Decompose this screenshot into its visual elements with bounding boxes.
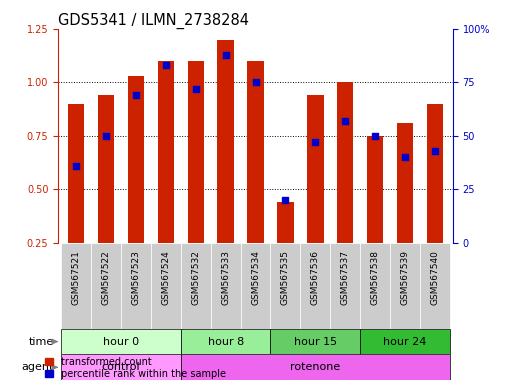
Point xyxy=(311,139,319,146)
Bar xyxy=(366,136,383,243)
Point xyxy=(191,86,199,92)
Text: rotenone: rotenone xyxy=(290,362,340,372)
Bar xyxy=(307,95,323,243)
Bar xyxy=(217,40,233,243)
Text: GSM567532: GSM567532 xyxy=(191,250,200,305)
Text: GSM567524: GSM567524 xyxy=(161,250,170,305)
Text: GSM567536: GSM567536 xyxy=(310,250,319,305)
Text: GSM567522: GSM567522 xyxy=(102,250,110,305)
FancyBboxPatch shape xyxy=(150,243,180,329)
Bar xyxy=(247,61,263,243)
FancyBboxPatch shape xyxy=(180,329,270,354)
FancyBboxPatch shape xyxy=(360,243,389,329)
FancyBboxPatch shape xyxy=(419,243,449,329)
Text: GSM567540: GSM567540 xyxy=(430,250,438,305)
Point xyxy=(430,148,438,154)
Text: hour 0: hour 0 xyxy=(103,337,139,347)
Bar xyxy=(426,104,442,243)
Text: GSM567539: GSM567539 xyxy=(400,250,409,305)
FancyBboxPatch shape xyxy=(121,243,150,329)
Text: hour 8: hour 8 xyxy=(207,337,243,347)
Bar xyxy=(68,104,84,243)
Text: GSM567521: GSM567521 xyxy=(72,250,80,305)
Point xyxy=(370,133,378,139)
Point xyxy=(340,118,348,124)
Bar xyxy=(127,76,144,243)
FancyBboxPatch shape xyxy=(240,243,270,329)
Point xyxy=(251,79,259,85)
Bar xyxy=(336,82,353,243)
Text: agent: agent xyxy=(21,362,54,372)
Text: GSM567535: GSM567535 xyxy=(280,250,289,305)
FancyBboxPatch shape xyxy=(180,243,210,329)
Point xyxy=(162,62,170,68)
FancyBboxPatch shape xyxy=(330,243,360,329)
FancyBboxPatch shape xyxy=(61,329,180,354)
Text: GSM567534: GSM567534 xyxy=(250,250,260,305)
Text: GSM567523: GSM567523 xyxy=(131,250,140,305)
Bar xyxy=(97,95,114,243)
Bar xyxy=(187,61,204,243)
Point xyxy=(281,197,289,203)
Text: GSM567533: GSM567533 xyxy=(221,250,230,305)
Text: hour 15: hour 15 xyxy=(293,337,336,347)
Point xyxy=(400,154,408,161)
FancyBboxPatch shape xyxy=(180,354,449,380)
Legend: transformed count, percentile rank within the sample: transformed count, percentile rank withi… xyxy=(45,357,225,379)
Point xyxy=(72,163,80,169)
Text: GDS5341 / ILMN_2738284: GDS5341 / ILMN_2738284 xyxy=(58,13,248,29)
FancyBboxPatch shape xyxy=(210,243,240,329)
FancyBboxPatch shape xyxy=(300,243,330,329)
FancyBboxPatch shape xyxy=(270,329,360,354)
Text: GSM567538: GSM567538 xyxy=(370,250,379,305)
Point xyxy=(102,133,110,139)
Text: GSM567537: GSM567537 xyxy=(340,250,349,305)
Bar xyxy=(277,202,293,243)
FancyBboxPatch shape xyxy=(270,243,300,329)
Point xyxy=(132,92,140,98)
FancyBboxPatch shape xyxy=(91,243,121,329)
Bar xyxy=(157,61,174,243)
Text: time: time xyxy=(28,337,54,347)
Text: control: control xyxy=(102,362,140,372)
FancyBboxPatch shape xyxy=(360,329,449,354)
Bar xyxy=(396,123,413,243)
Text: hour 24: hour 24 xyxy=(383,337,426,347)
FancyBboxPatch shape xyxy=(61,354,180,380)
FancyBboxPatch shape xyxy=(61,243,91,329)
Point xyxy=(221,51,229,58)
FancyBboxPatch shape xyxy=(389,243,419,329)
